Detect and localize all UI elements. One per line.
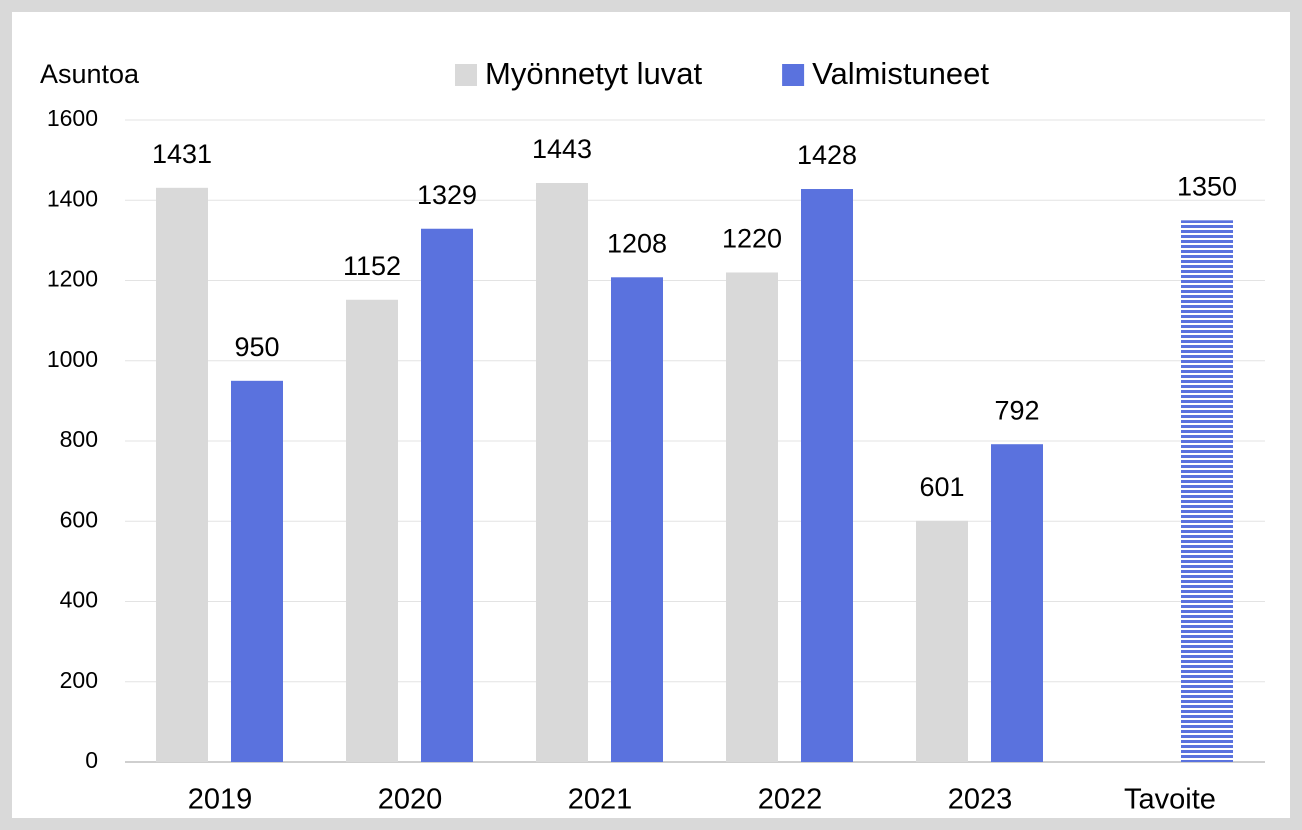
bar	[611, 277, 663, 762]
bar	[801, 189, 853, 762]
bar	[536, 182, 588, 763]
bar	[346, 299, 398, 762]
y-tick-label: 400	[60, 587, 98, 613]
value-label: 601	[919, 472, 964, 502]
bar	[421, 228, 473, 762]
y-axis-label: Asuntoa	[40, 59, 140, 89]
x-tick-label: 2022	[758, 784, 823, 816]
bar	[231, 380, 283, 762]
legend-label: Valmistuneet	[812, 56, 989, 91]
bar	[726, 272, 778, 762]
y-tick-label: 1600	[47, 105, 98, 131]
value-label: 1152	[343, 251, 401, 281]
y-tick-label: 600	[60, 506, 98, 532]
x-tick-label: 2020	[378, 784, 443, 816]
value-label: 1329	[417, 180, 477, 210]
value-label: 1443	[532, 134, 592, 164]
value-label: 1350	[1177, 171, 1237, 201]
y-tick-label: 1000	[47, 346, 98, 372]
x-tick-label: 2021	[568, 784, 633, 816]
y-tick-label: 0	[85, 747, 98, 773]
y-tick-label: 1200	[47, 266, 98, 292]
bar	[991, 444, 1043, 762]
value-label: 1431	[152, 139, 212, 169]
bar	[156, 187, 208, 762]
x-tick-label: 2023	[948, 784, 1013, 816]
value-label: 792	[994, 395, 1039, 425]
x-tick-label: 2019	[188, 784, 253, 816]
legend-label: Myönnetyt luvat	[485, 56, 702, 91]
value-label: 1220	[722, 224, 782, 254]
y-tick-label: 1400	[47, 185, 98, 211]
legend-swatch	[782, 64, 805, 86]
x-tick-label: Tavoite	[1124, 784, 1216, 816]
y-tick-label: 200	[60, 667, 98, 693]
value-label: 950	[234, 332, 279, 362]
bar	[916, 520, 968, 762]
y-tick-label: 800	[60, 426, 98, 452]
bar	[1181, 220, 1233, 762]
value-label: 1428	[797, 140, 857, 170]
legend-swatch	[455, 64, 477, 86]
value-label: 1208	[607, 228, 667, 258]
